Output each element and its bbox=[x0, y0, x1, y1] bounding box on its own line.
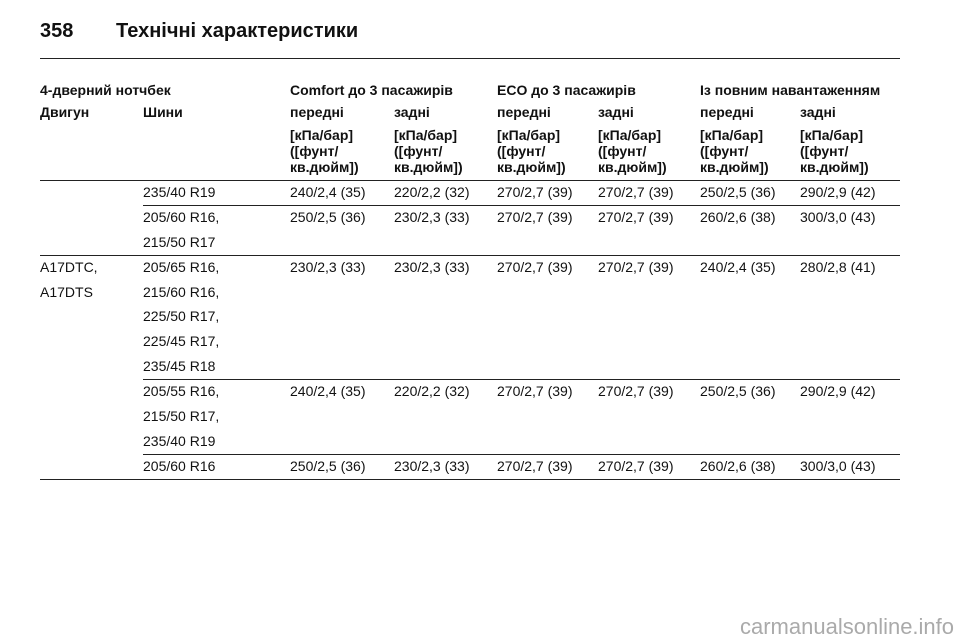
pressure: 230/2,3 (33) bbox=[394, 258, 470, 275]
pressure: 270/2,7 (39) bbox=[598, 258, 674, 275]
group-header: ECO до 3 пасажирів bbox=[497, 82, 636, 98]
tires: 205/60 R16 bbox=[143, 457, 216, 474]
row-rule bbox=[40, 479, 900, 480]
pressure: 250/2,5 (36) bbox=[700, 184, 776, 200]
unit-header: [кПа/бар] bbox=[700, 127, 764, 143]
rule bbox=[40, 58, 900, 59]
unit-header: [кПа/бар] bbox=[290, 127, 354, 143]
pressure: 240/2,4 (35) bbox=[290, 184, 366, 200]
unit-header: кв.дюйм]) bbox=[497, 159, 566, 175]
pressure: 220/2,2 (32) bbox=[394, 184, 470, 200]
pressure: 270/2,7 (39) bbox=[598, 184, 674, 200]
column-header: передні bbox=[290, 104, 344, 120]
unit-header: ([фунт/ bbox=[598, 143, 647, 159]
tires: 225/50 R17, bbox=[143, 308, 220, 325]
row-rule bbox=[40, 180, 900, 181]
row-rule bbox=[143, 205, 900, 206]
pressure: 270/2,7 (39) bbox=[497, 258, 573, 275]
group-header: 4-дверний нотчбек bbox=[40, 82, 171, 98]
unit-header: [кПа/бар] bbox=[598, 127, 662, 143]
column-header: передні bbox=[700, 104, 754, 120]
page-number: 358 bbox=[40, 20, 74, 42]
unit-header: ([фунт/ bbox=[800, 143, 849, 159]
pressure: 270/2,7 (39) bbox=[598, 383, 674, 399]
unit-header: [кПа/бар] bbox=[800, 127, 864, 143]
unit-header: кв.дюйм]) bbox=[394, 159, 463, 175]
pressure: 240/2,4 (35) bbox=[290, 383, 366, 399]
tires: 235/45 R18 bbox=[143, 358, 216, 374]
engine: A17DTS bbox=[40, 283, 93, 300]
pressure: 270/2,7 (39) bbox=[497, 184, 573, 200]
pressure: 230/2,3 (33) bbox=[394, 457, 470, 474]
unit-header: ([фунт/ bbox=[700, 143, 749, 159]
unit-header: кв.дюйм]) bbox=[800, 159, 869, 175]
tires: 235/40 R19 bbox=[143, 184, 216, 200]
column-header: Двигун bbox=[40, 104, 90, 120]
pressure: 230/2,3 (33) bbox=[394, 209, 470, 225]
pressure: 250/2,5 (36) bbox=[290, 209, 366, 225]
tires: 215/50 R17 bbox=[143, 233, 216, 250]
tires: 235/40 R19 bbox=[143, 432, 216, 449]
pressure: 230/2,3 (33) bbox=[290, 258, 366, 275]
group-header: Comfort до 3 пасажирів bbox=[290, 82, 453, 98]
page-title: Технічні характеристики bbox=[116, 20, 359, 42]
engine: A17DTC, bbox=[40, 258, 98, 275]
tires: 225/45 R17, bbox=[143, 333, 220, 350]
pressure: 260/2,6 (38) bbox=[700, 209, 776, 225]
tires: 215/50 R17, bbox=[143, 407, 220, 424]
pressure: 270/2,7 (39) bbox=[497, 209, 573, 225]
pressure: 270/2,7 (39) bbox=[497, 383, 573, 399]
row-rule bbox=[40, 255, 900, 256]
column-header: передні bbox=[497, 104, 551, 120]
unit-header: ([фунт/ bbox=[290, 143, 339, 159]
pressure: 250/2,5 (36) bbox=[290, 457, 366, 474]
unit-header: кв.дюйм]) bbox=[700, 159, 769, 175]
pressure: 270/2,7 (39) bbox=[598, 457, 674, 474]
unit-header: ([фунт/ bbox=[497, 143, 546, 159]
unit-header: [кПа/бар] bbox=[497, 127, 561, 143]
pressure: 270/2,7 (39) bbox=[497, 457, 573, 474]
unit-header: ([фунт/ bbox=[394, 143, 443, 159]
unit-header: [кПа/бар] bbox=[394, 127, 458, 143]
tires: 205/55 R16, bbox=[143, 383, 220, 399]
row-rule bbox=[143, 454, 900, 455]
row-rule bbox=[143, 379, 900, 380]
column-header: задні bbox=[394, 104, 430, 120]
pressure: 300/3,0 (43) bbox=[800, 457, 876, 474]
column-header: задні bbox=[800, 104, 836, 120]
pressure: 250/2,5 (36) bbox=[700, 383, 776, 399]
tires: 205/60 R16, bbox=[143, 209, 220, 225]
tires: 215/60 R16, bbox=[143, 283, 220, 300]
pressure: 280/2,8 (41) bbox=[800, 258, 876, 275]
tires: 205/65 R16, bbox=[143, 258, 220, 275]
unit-header: кв.дюйм]) bbox=[598, 159, 667, 175]
pressure: 290/2,9 (42) bbox=[800, 184, 876, 200]
unit-header: кв.дюйм]) bbox=[290, 159, 359, 175]
watermark: carmanualsonline.info bbox=[740, 614, 955, 639]
pressure: 220/2,2 (32) bbox=[394, 383, 470, 399]
column-header: Шини bbox=[143, 104, 183, 120]
pressure: 300/3,0 (43) bbox=[800, 209, 876, 225]
column-header: задні bbox=[598, 104, 634, 120]
pressure: 240/2,4 (35) bbox=[700, 258, 776, 275]
group-header: Із повним навантаженням bbox=[700, 82, 881, 98]
pressure: 260/2,6 (38) bbox=[700, 457, 776, 474]
pressure: 270/2,7 (39) bbox=[598, 209, 674, 225]
pressure: 290/2,9 (42) bbox=[800, 383, 876, 399]
